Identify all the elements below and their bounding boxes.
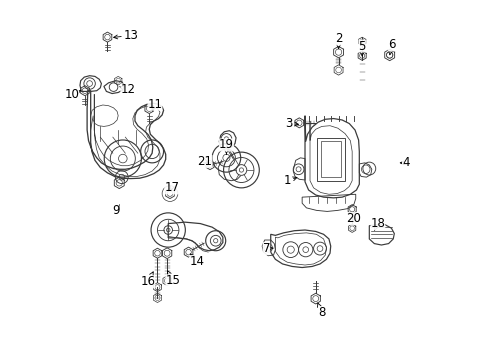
Text: 18: 18	[370, 217, 385, 230]
Text: 10: 10	[64, 89, 80, 102]
Text: 13: 13	[114, 29, 139, 42]
Text: 16: 16	[140, 272, 155, 288]
Text: 1: 1	[283, 174, 297, 187]
Text: 11: 11	[147, 98, 163, 111]
Text: 17: 17	[164, 181, 179, 194]
Text: 7: 7	[263, 242, 273, 255]
Text: 4: 4	[400, 156, 410, 169]
Text: 9: 9	[112, 204, 120, 217]
Text: 15: 15	[166, 271, 180, 287]
Text: 19: 19	[219, 139, 234, 154]
Text: 3: 3	[285, 117, 298, 130]
Text: 8: 8	[318, 303, 325, 319]
Text: 2: 2	[335, 32, 343, 49]
Text: 21: 21	[197, 155, 213, 168]
Text: 12: 12	[120, 84, 135, 96]
Text: 20: 20	[346, 212, 362, 225]
Text: 5: 5	[359, 40, 366, 56]
Text: 6: 6	[388, 39, 395, 55]
Text: 14: 14	[189, 254, 204, 268]
